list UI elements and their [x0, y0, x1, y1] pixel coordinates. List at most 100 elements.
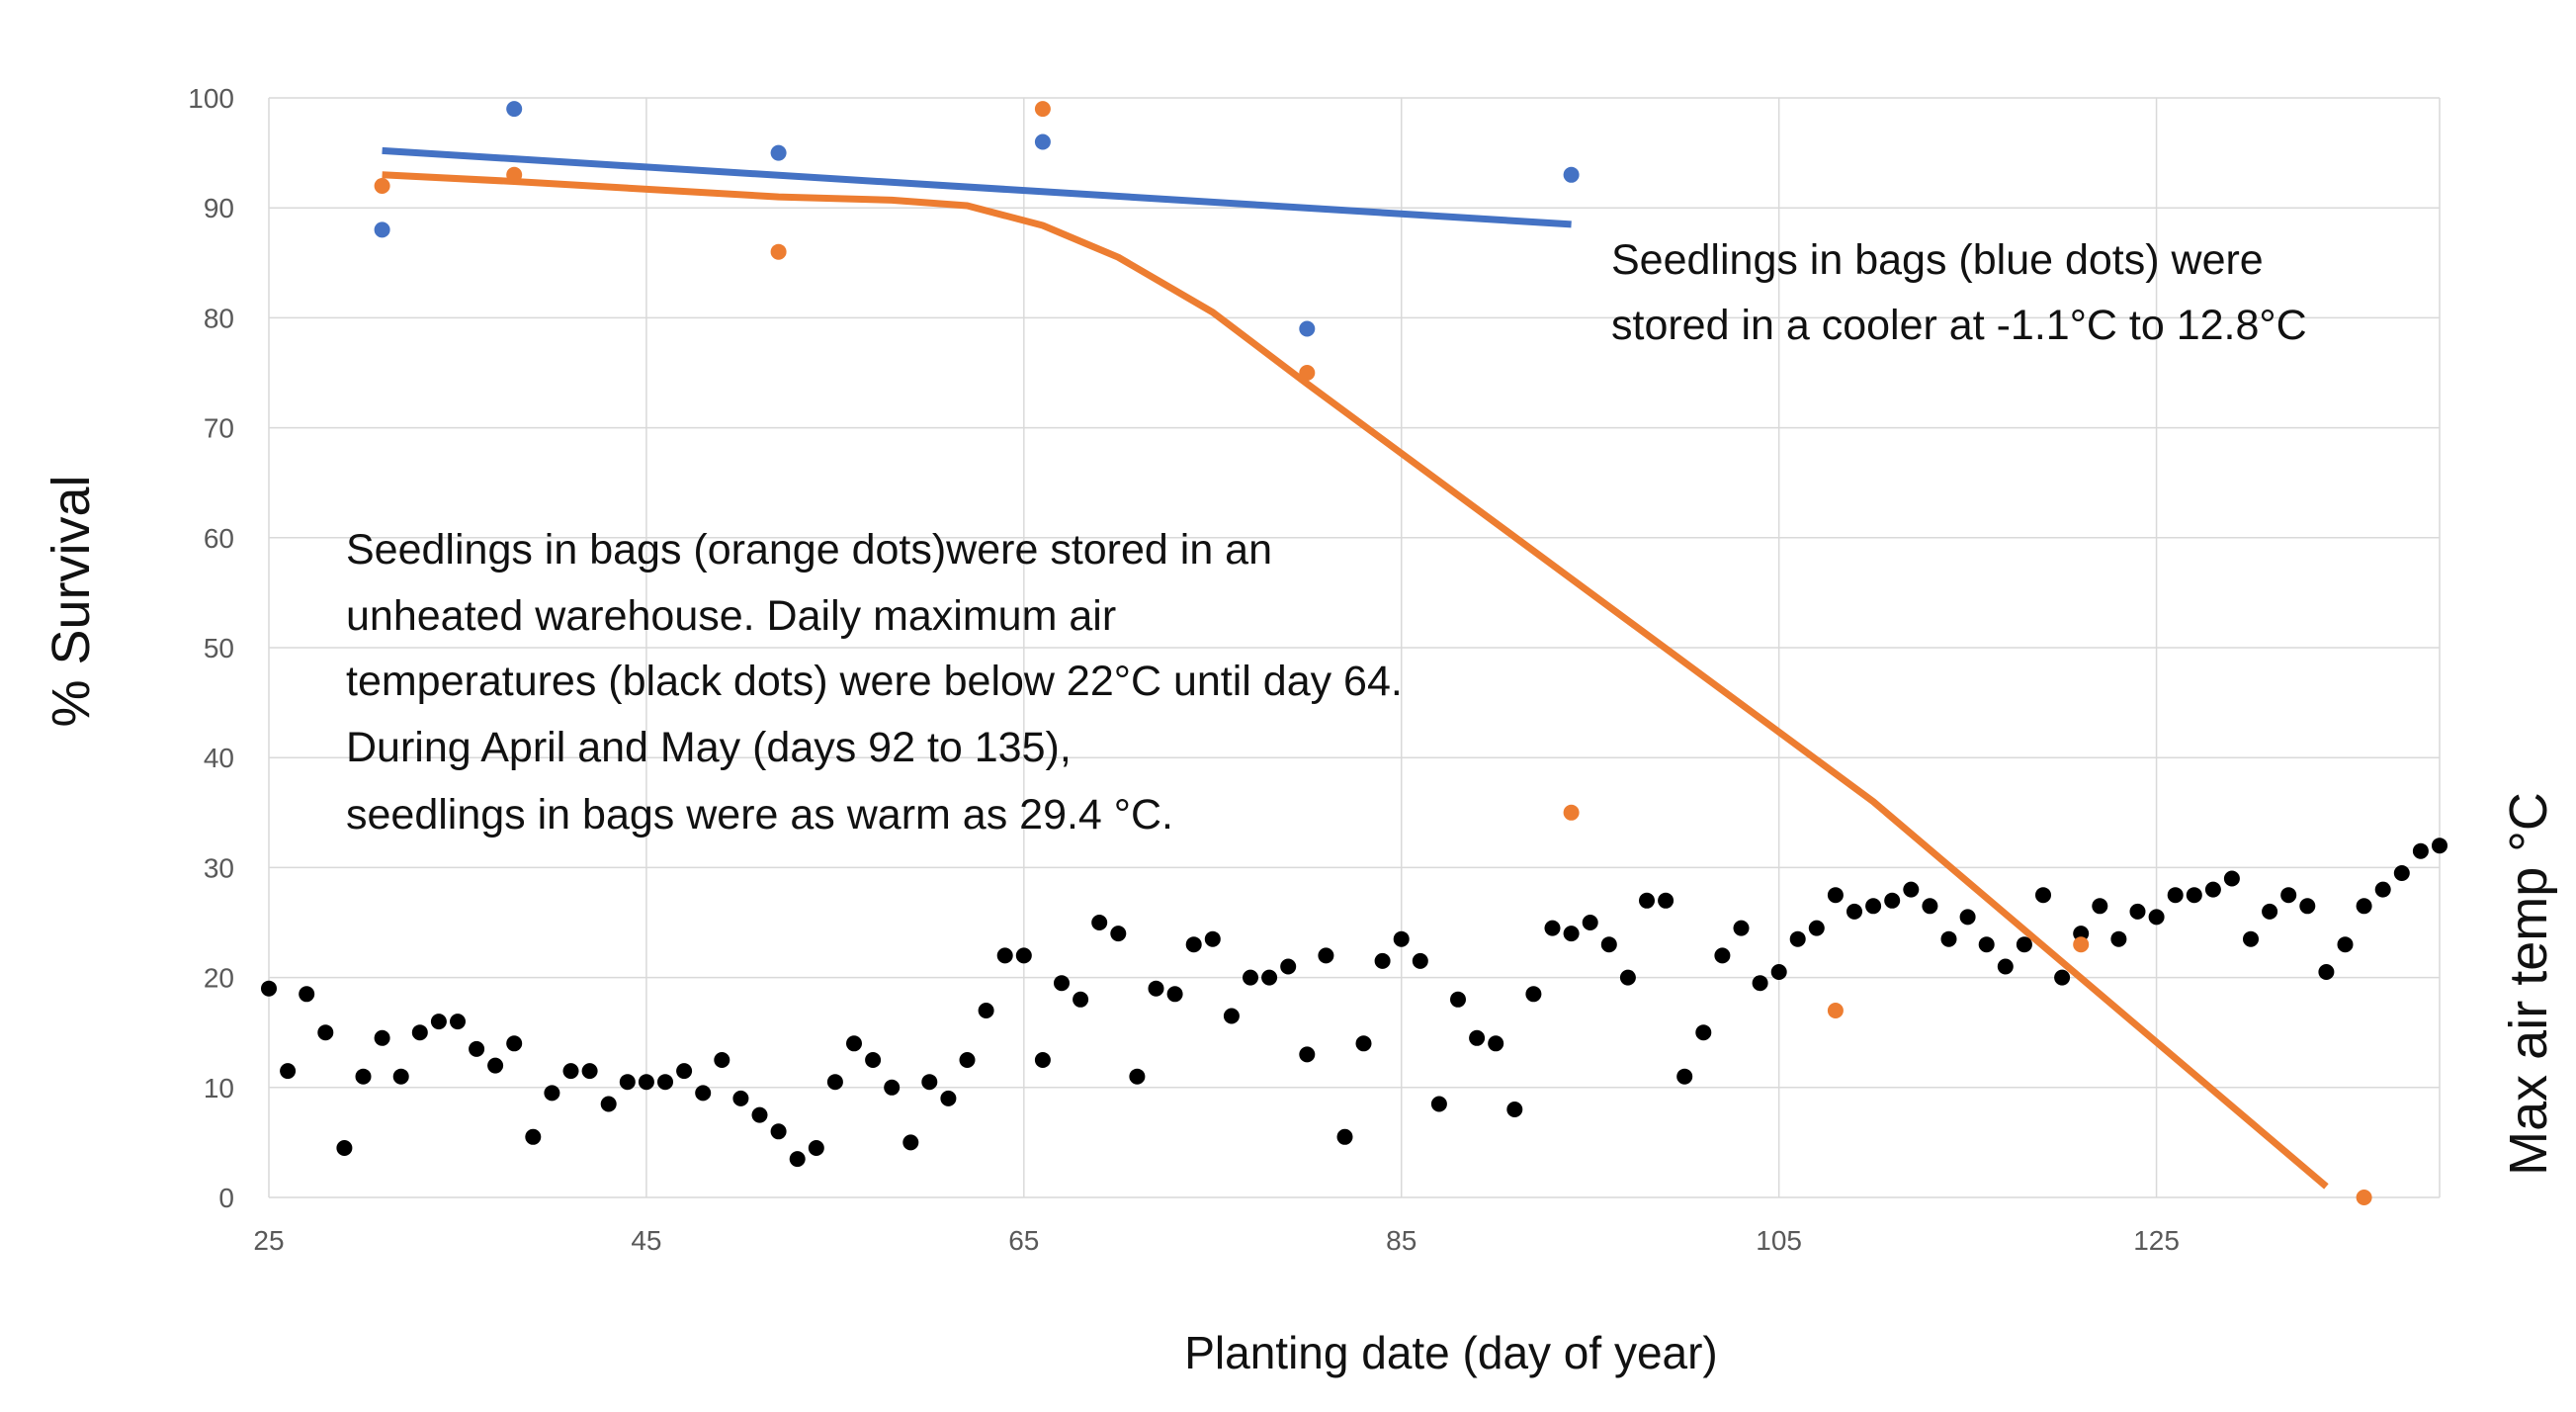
black-dot-day-119: [2035, 887, 2051, 904]
x-axis-title: Planting date (day of year): [1184, 1327, 1718, 1378]
black-dot-day-60: [921, 1074, 938, 1091]
y-tick-labels: 0 10 20 30 40 50 60 70 80 90 100: [188, 83, 234, 1213]
x-tick-85: 85: [1386, 1225, 1417, 1256]
black-dot-day-59: [902, 1134, 919, 1151]
grid: [268, 97, 2441, 1198]
black-dot-day-107: [1808, 920, 1825, 936]
orange-dot-day-38: [506, 166, 523, 183]
y-tick-50: 50: [204, 633, 234, 663]
black-dot-day-75: [1204, 930, 1221, 947]
orange-dot-day-52: [770, 243, 787, 260]
black-dot-day-26: [280, 1063, 297, 1080]
black-dot-day-138: [2393, 865, 2410, 881]
black-dot-day-30: [355, 1068, 372, 1085]
black-dot-day-114: [1940, 930, 1957, 947]
orange-dot-day-108: [1827, 1003, 1844, 1018]
black-dot-day-81: [1318, 947, 1334, 964]
black-dot-day-78: [1261, 969, 1278, 986]
black-dot-day-28: [317, 1024, 334, 1041]
black-dot-day-100: [1676, 1068, 1693, 1085]
black-dot-day-109: [1846, 903, 1862, 920]
y-tick-70: 70: [204, 413, 234, 444]
black-dot-day-88: [1450, 991, 1466, 1008]
black-dot-day-69: [1091, 915, 1108, 930]
black-dot-day-25: [261, 980, 277, 997]
y-tick-0: 0: [218, 1183, 234, 1213]
black-dot-day-104: [1752, 975, 1768, 992]
black-dot-day-102: [1714, 947, 1731, 964]
black-dot-day-54: [808, 1140, 824, 1156]
black-dot-day-48: [695, 1085, 712, 1102]
black-dot-day-72: [1148, 980, 1164, 997]
black-dot-day-129: [2223, 870, 2240, 887]
black-dot-day-137: [2374, 881, 2391, 898]
black-dot-day-37: [487, 1057, 504, 1074]
black-dot-day-67: [1054, 975, 1070, 992]
black-dot-day-33: [411, 1024, 428, 1041]
black-dot-day-53: [789, 1151, 806, 1168]
black-dot-day-99: [1658, 892, 1674, 909]
orange-annotation: Seedlings in bags (orange dots)were stor…: [346, 526, 1403, 838]
blue-annotation: Seedlings in bags (blue dots) were store…: [1611, 236, 2307, 349]
black-dot-day-46: [657, 1074, 673, 1091]
black-dot-day-64: [996, 947, 1013, 964]
black-dot-day-61: [940, 1090, 957, 1106]
blue-dot-day-31: [374, 221, 390, 238]
black-dot-day-31: [374, 1029, 390, 1046]
black-dot-day-47: [676, 1063, 693, 1080]
black-dot-day-126: [2167, 887, 2184, 904]
black-dot-day-71: [1129, 1068, 1146, 1085]
black-dot-day-57: [865, 1052, 882, 1068]
orange-note-line-3: temperatures (black dots) were below 22°…: [346, 658, 1403, 705]
black-dot-day-83: [1355, 1035, 1372, 1052]
y-tick-20: 20: [204, 963, 234, 994]
black-dot-day-68: [1073, 991, 1089, 1008]
black-dot-day-80: [1299, 1046, 1316, 1063]
black-dot-day-29: [336, 1140, 353, 1156]
orange-note-line-1: Seedlings in bags (orange dots)were stor…: [346, 526, 1272, 574]
black-dot-day-85: [1393, 930, 1410, 947]
black-dot-day-112: [1903, 881, 1920, 898]
blue-dot-day-38: [506, 101, 523, 118]
black-dot-day-134: [2318, 964, 2335, 980]
orange-dot-day-66: [1034, 101, 1051, 118]
black-dot-day-103: [1733, 920, 1750, 936]
black-dot-day-36: [469, 1040, 485, 1057]
black-dot-day-110: [1865, 898, 1882, 915]
x-tick-125: 125: [2133, 1225, 2180, 1256]
data-points: [261, 101, 2447, 1205]
black-dot-day-116: [1978, 936, 1995, 953]
black-dot-day-76: [1223, 1008, 1240, 1024]
x-tick-labels: 25 45 65 85 105 125: [253, 1225, 2180, 1256]
black-dot-day-140: [2432, 838, 2447, 854]
y-tick-90: 90: [204, 193, 234, 223]
y-tick-60: 60: [204, 523, 234, 554]
trend-line-orange: [382, 171, 2329, 1190]
black-dot-day-108: [1827, 887, 1844, 904]
black-dot-day-65: [1015, 947, 1032, 964]
orange-dot-day-121: [2073, 936, 2090, 953]
black-dot-day-86: [1412, 952, 1428, 969]
black-dot-day-50: [732, 1090, 749, 1106]
black-dot-day-118: [2016, 936, 2032, 953]
black-dot-day-124: [2129, 903, 2146, 920]
black-dot-day-87: [1430, 1096, 1447, 1112]
black-dot-day-121: [2073, 926, 2090, 942]
orange-dot-day-136: [2356, 1190, 2372, 1205]
orange-dot-day-80: [1299, 365, 1316, 381]
black-dot-day-106: [1789, 930, 1806, 947]
black-dot-day-66: [1034, 1052, 1051, 1068]
black-dot-day-133: [2299, 898, 2316, 915]
black-dot-day-94: [1563, 926, 1580, 942]
black-dot-day-41: [562, 1063, 579, 1080]
blue-dot-day-80: [1299, 320, 1316, 337]
black-dot-day-38: [506, 1035, 523, 1052]
black-dot-day-105: [1770, 964, 1787, 980]
black-dot-day-93: [1544, 920, 1561, 936]
black-dot-day-44: [619, 1074, 636, 1091]
blue-note-line-1: Seedlings in bags (blue dots) were: [1611, 236, 2264, 284]
orange-note-line-5: seedlings in bags were as warm as 29.4 °…: [346, 791, 1173, 838]
black-dot-day-115: [1959, 909, 1976, 926]
